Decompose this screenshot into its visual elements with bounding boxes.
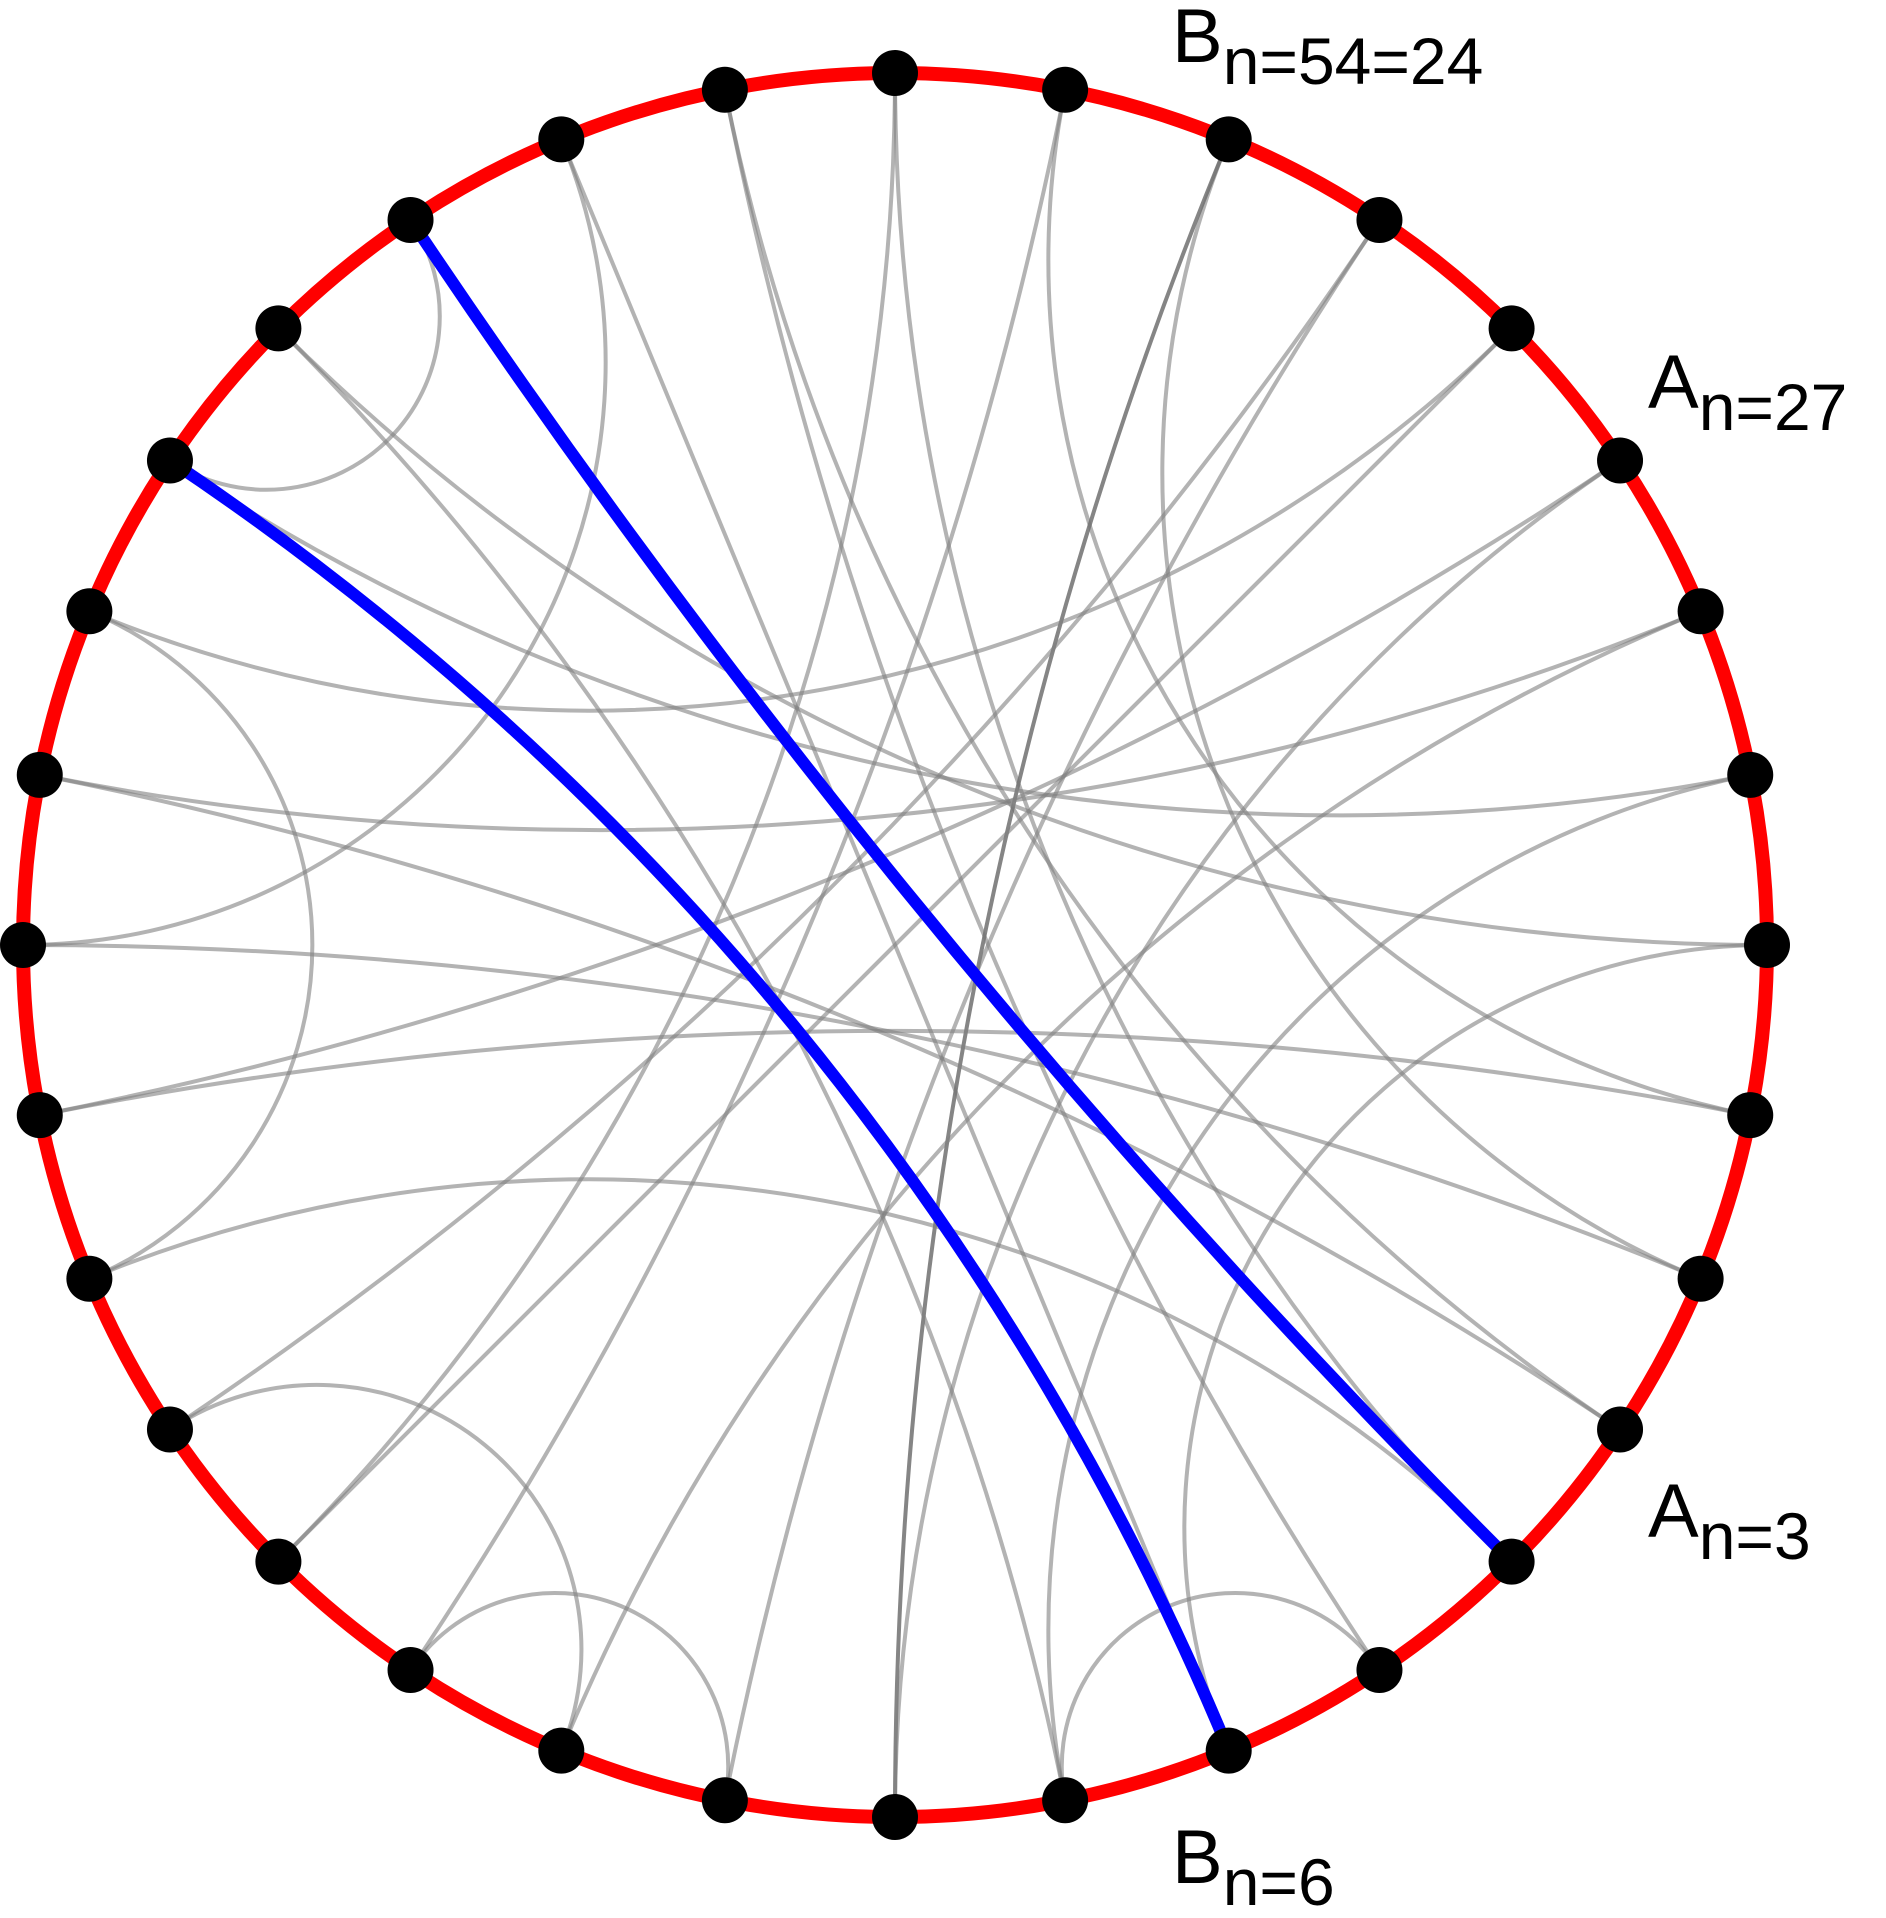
node-16	[0, 922, 46, 968]
chord-2	[722, 89, 1622, 1432]
label-b-top: Bn=54=24	[1172, 0, 1483, 98]
node-layer	[0, 50, 1790, 1840]
node-6	[1205, 116, 1252, 163]
node-11	[387, 196, 434, 243]
label-a-upper: An=27	[1648, 340, 1847, 444]
highlight-layer	[163, 213, 1518, 1757]
chord-15	[893, 458, 1622, 1818]
node-12	[255, 305, 302, 352]
chord-24	[39, 772, 1622, 1432]
node-8	[872, 50, 918, 96]
node-21	[387, 1647, 434, 1694]
node-4	[1488, 305, 1535, 352]
node-23	[701, 1777, 748, 1824]
label-b-bottom-main: B	[1172, 1815, 1223, 1900]
highlight-chord-0	[404, 213, 1518, 1568]
node-30	[1677, 1255, 1724, 1302]
chord-7	[1046, 89, 1751, 1118]
node-17	[16, 1092, 63, 1139]
chord-20	[276, 326, 1768, 947]
node-15	[16, 751, 63, 798]
chord-29	[168, 218, 442, 492]
chord-19	[1046, 772, 1751, 1801]
node-24	[872, 1794, 918, 1840]
node-9	[701, 66, 748, 113]
chord-10	[168, 218, 1382, 1432]
label-a-upper-sub: n=27	[1699, 370, 1848, 444]
node-20	[255, 1538, 302, 1585]
chord-6	[408, 89, 1068, 1672]
chord-0	[22, 138, 608, 947]
chord-14	[39, 458, 1622, 1118]
node-27	[1356, 1647, 1403, 1694]
chord-16	[39, 609, 1702, 833]
chord-12	[276, 326, 1514, 1564]
label-b-bottom: Bn=6	[1172, 1815, 1335, 1918]
chord-8	[1160, 138, 1702, 1281]
node-1	[1727, 751, 1774, 798]
node-7	[1042, 66, 1089, 113]
chord-25	[88, 1177, 1514, 1564]
chord-28	[168, 1382, 584, 1752]
label-a-lower-sub: n=3	[1699, 1499, 1811, 1573]
chord-27	[408, 1590, 731, 1801]
highlight-chord-1	[163, 454, 1235, 1757]
chord-17	[559, 609, 1702, 1752]
node-29	[1597, 1406, 1644, 1453]
chord-31	[88, 609, 315, 1281]
label-b-top-main: B	[1172, 0, 1223, 79]
node-18	[66, 1255, 113, 1302]
node-22	[538, 1727, 585, 1774]
chord-18	[168, 458, 1751, 818]
chord-22	[39, 1028, 1751, 1118]
label-b-top-sub: n=54=24	[1223, 24, 1484, 98]
node-10	[538, 116, 585, 163]
node-13	[146, 437, 193, 484]
label-a-lower: An=3	[1648, 1469, 1811, 1573]
label-layer: Bn=54=24 An=27 An=3 Bn=6	[1172, 0, 1847, 1918]
chord-5	[276, 72, 897, 1564]
chord-3	[722, 89, 1382, 1672]
node-5	[1356, 196, 1403, 243]
node-3	[1597, 437, 1644, 484]
chord-13	[88, 326, 1514, 713]
chord-9	[893, 138, 1231, 1818]
label-b-bottom-sub: n=6	[1223, 1845, 1335, 1918]
label-a-lower-main: A	[1648, 1469, 1699, 1554]
node-25	[1042, 1777, 1089, 1824]
label-a-upper-main: A	[1648, 340, 1699, 425]
node-2	[1677, 588, 1724, 635]
node-19	[146, 1406, 193, 1453]
chord-21	[1182, 943, 1768, 1752]
node-14	[66, 588, 113, 635]
node-28	[1488, 1538, 1535, 1585]
chord-4	[893, 72, 1514, 1564]
node-0	[1744, 922, 1790, 968]
node-31	[1727, 1092, 1774, 1139]
node-26	[1205, 1727, 1252, 1774]
